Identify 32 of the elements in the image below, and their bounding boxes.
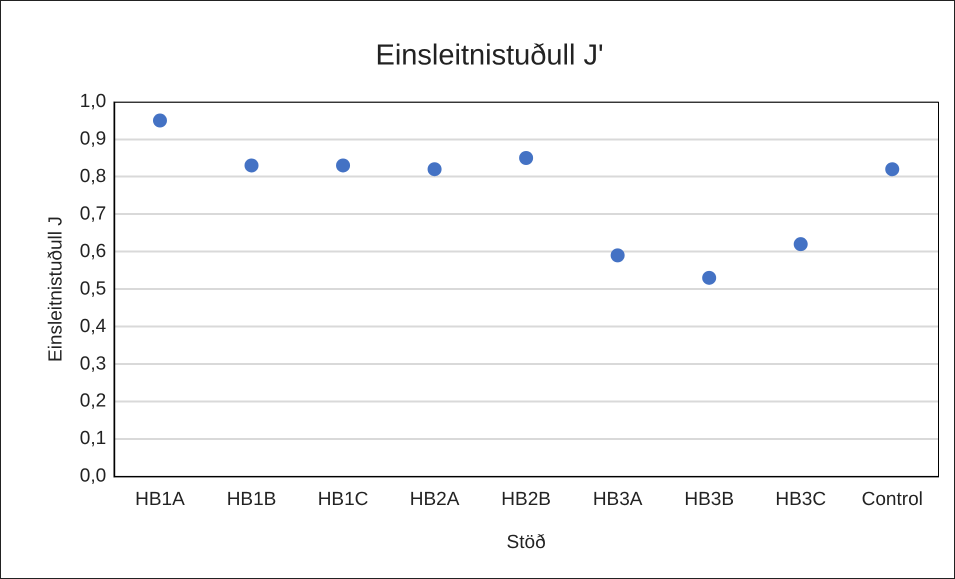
point bbox=[519, 150, 534, 165]
point bbox=[336, 158, 350, 172]
x-tick-label: HB1B bbox=[226, 489, 276, 510]
x-tick-label: HB2A bbox=[410, 489, 460, 510]
chart-title: Einsleitnistuðull J' bbox=[376, 39, 604, 72]
y-tick-label: 0,4 bbox=[80, 316, 107, 337]
y-tick-label: 0,1 bbox=[80, 428, 106, 450]
point bbox=[244, 158, 259, 172]
y-tick-label: 0,3 bbox=[80, 353, 106, 374]
x-tick-label: HB1A bbox=[135, 489, 186, 510]
x-tick-label: HB3B bbox=[684, 489, 734, 510]
point bbox=[428, 162, 442, 176]
y-tick-label: 1,0 bbox=[80, 91, 106, 112]
x-tick-label: HB1C bbox=[318, 489, 368, 510]
x-axis-title: Stöð bbox=[506, 532, 546, 553]
y-tick-label: 0,2 bbox=[80, 390, 106, 412]
x-tick-label: Control bbox=[862, 489, 923, 510]
y-tick-label: 0,7 bbox=[80, 203, 106, 224]
point bbox=[610, 248, 625, 262]
point bbox=[152, 114, 167, 128]
y-tick-label: 0,8 bbox=[80, 166, 106, 187]
y-tick-label: 0,9 bbox=[80, 128, 106, 150]
point bbox=[794, 237, 808, 252]
x-tick-label: HB3A bbox=[592, 489, 643, 510]
y-tick-label: 0,5 bbox=[80, 278, 106, 300]
y-tick-label: 0,0 bbox=[80, 466, 106, 487]
point bbox=[885, 162, 900, 176]
x-tick-label: HB2B bbox=[501, 489, 551, 510]
x-tick-label: HB3C bbox=[775, 489, 826, 510]
y-axis-title: Einsleitnistuðull J bbox=[46, 216, 67, 362]
y-tick-label: 0,6 bbox=[80, 240, 106, 262]
point bbox=[702, 270, 716, 285]
